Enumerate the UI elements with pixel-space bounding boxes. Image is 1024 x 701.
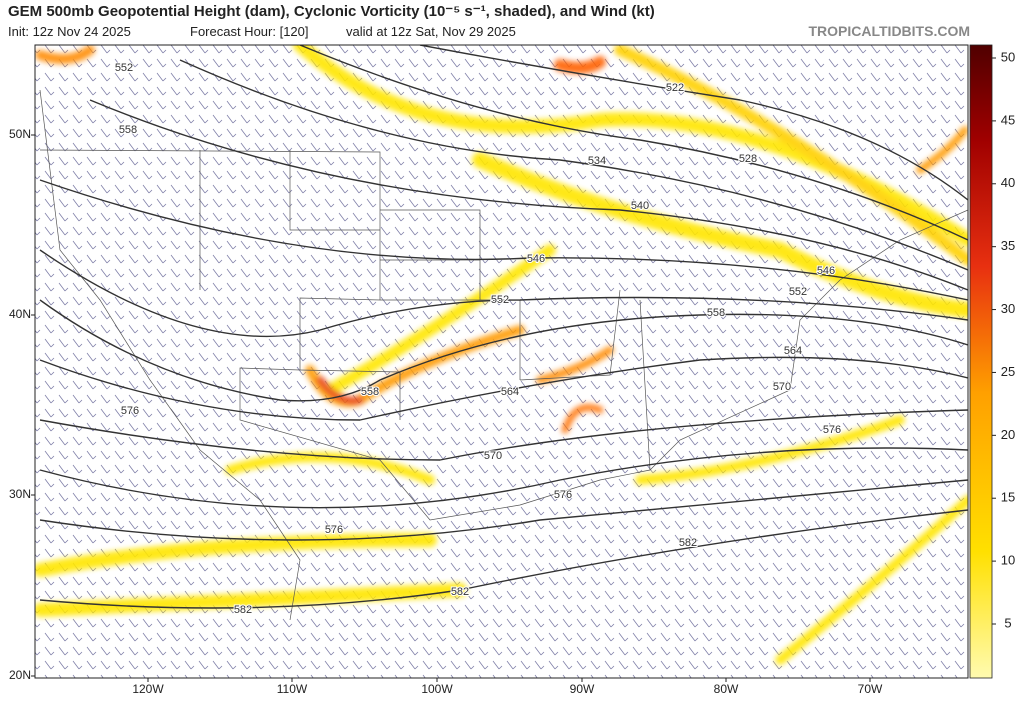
contour-label: 552 [115,62,133,74]
init: Init: 12z Nov 24 2025 [8,24,131,39]
longitude-label: 120W [132,682,164,696]
contour-label: 564 [784,345,802,357]
contour-label: 576 [325,524,343,536]
colorbar-label: 5 [1004,615,1011,630]
contour-label: 552 [491,294,509,306]
colorbar-label: 50 [1001,49,1015,64]
contour-label: 582 [234,604,252,616]
colorbar [969,44,993,679]
contour-label: 582 [451,586,469,598]
contour-label: 570 [484,450,502,462]
longitude-label: 70W [858,682,883,696]
contour-label: 546 [817,265,835,277]
latitude-label: 50N [9,127,31,141]
latitude-label: 30N [9,487,31,501]
contour-label: 582 [679,537,697,549]
contour-label: 576 [554,489,572,501]
title: GEM 500mb Geopotential Height (dam), Cyc… [8,3,655,20]
contour-label: 540 [631,200,649,212]
colorbar-label: 10 [1001,553,1015,568]
contour-label: 558 [361,386,379,398]
longitude-label: 80W [714,682,739,696]
colorbar-label: 15 [1001,490,1015,505]
colorbar-label: 40 [1001,175,1015,190]
contour-label: 546 [527,253,545,265]
latitude-label: 40N [9,307,31,321]
latitude-label: 20N [9,668,31,682]
colorbar-label: 30 [1001,301,1015,316]
contour-label: 522 [666,82,684,94]
colorbar-label: 45 [1001,112,1015,127]
longitude-label: 100W [421,682,453,696]
map: 552 558 522 534 528 540 546 546 552 552 558 564 558 5… [35,45,968,678]
longitude-label: 90W [570,682,595,696]
colorbar-label: 35 [1001,238,1015,253]
contour-label: 576 [121,405,139,417]
contour-label: 552 [789,286,807,298]
site-credit: TROPICALTIDBITS.COM [808,23,970,39]
colorbar-label: 20 [1001,427,1015,442]
contour-label: 534 [588,155,606,167]
valid-time: valid at 12z Sat, Nov 29 2025 [346,24,516,39]
contour-label: 528 [739,153,757,165]
forecast-hour: Forecast Hour: [120] [190,24,309,39]
contour-label: 576 [823,424,841,436]
contour-label: 564 [501,386,519,398]
contour-label: 558 [707,307,725,319]
longitude-label: 110W [277,682,308,696]
contour-label: 570 [773,381,791,393]
colorbar-label: 25 [1001,364,1015,379]
contour-label: 558 [119,124,137,136]
